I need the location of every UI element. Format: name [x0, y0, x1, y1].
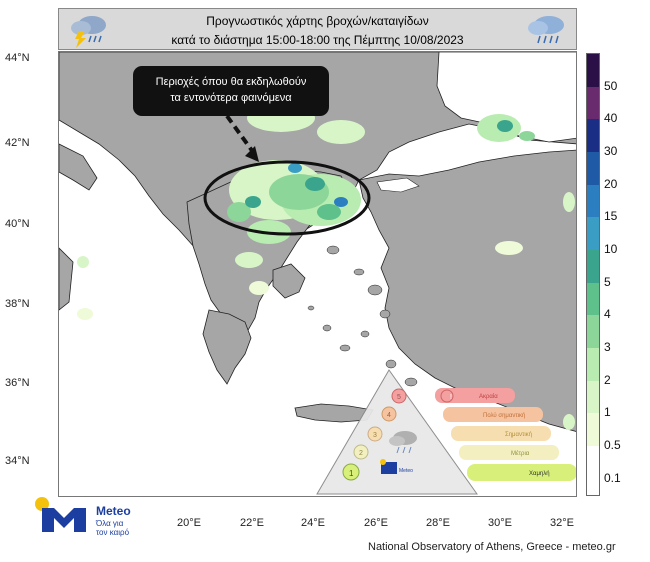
colorbar-segment — [587, 282, 599, 316]
severity-legend — [316, 369, 576, 495]
legend-level-3-bar — [451, 426, 551, 441]
legend-level-4-bar — [443, 407, 543, 422]
highlight-ellipse — [203, 160, 371, 236]
lon-label-32: 32°E — [550, 517, 574, 529]
legend-level-5-bar — [435, 388, 515, 403]
callout-line-2: τα εντονότερα φαινόμενα — [170, 92, 292, 104]
legend-level-2-bar — [459, 445, 559, 460]
legend-level-2-label: Μέτρια — [511, 450, 530, 457]
colorbar-label: 20 — [604, 176, 618, 191]
lon-label-22: 22°E — [240, 517, 264, 529]
logo-tagline: Όλα για τον καιρό — [96, 519, 129, 537]
map-title-line-2: κατά το διάστημα 15:00-18:00 της Πέμπτης… — [171, 33, 464, 47]
colorbar-label: 40 — [604, 111, 618, 126]
colorbar-segment — [587, 217, 599, 250]
aegean-islands — [307, 245, 418, 387]
map-canvas: Ακραία Πολύ σημαντική Σημαντική Μέτρια Χ… — [59, 52, 576, 496]
precipitation-cells — [77, 104, 575, 430]
lat-label-36: 36°N — [5, 377, 30, 389]
colorbar-segment — [587, 348, 599, 381]
colorbar-label: 3 — [604, 340, 611, 354]
land-evia — [272, 263, 306, 299]
colorbar-segment — [587, 446, 599, 495]
meteo-logo — [35, 497, 86, 532]
colorbar-label: 50 — [604, 78, 618, 93]
map-title-box: Προγνωστικός χάρτης βροχών/καταιγίδων κα… — [58, 8, 577, 50]
legend-level-3-label: Σημαντική — [505, 431, 532, 438]
lat-label-34: 34°N — [5, 455, 30, 467]
lon-label-24: 24°E — [301, 517, 325, 529]
colorbar-label: 4 — [604, 307, 611, 322]
lat-label-40: 40°N — [5, 218, 30, 230]
legend-level-5-number: ! — [450, 394, 452, 401]
lon-label-30: 30°E — [488, 517, 512, 529]
legend-level-5-label: Ακραία — [479, 394, 498, 400]
colorbar-segment — [587, 119, 599, 152]
colorbar-segment — [587, 315, 599, 348]
callout-line-1: Περιοχές όπου θα εκδηλωθούν — [155, 76, 307, 88]
lon-label-26: 26°E — [364, 517, 388, 529]
lat-label-44: 44°N — [5, 52, 30, 64]
logo-tagline-line-2: τον καιρό — [96, 528, 130, 537]
colorbar-label: 0.1 — [604, 470, 621, 485]
rain-cloud-icon — [528, 16, 564, 44]
legend-level-4-number: 4 — [387, 412, 391, 419]
storm-cloud-icon — [71, 16, 106, 48]
precip-colorbar — [586, 53, 600, 496]
land-peloponnese — [202, 309, 252, 385]
logo-name: Meteo — [96, 504, 131, 518]
legend-text: Ακραία Πολύ σημαντική Σημαντική Μέτρια Χ… — [349, 394, 550, 478]
lon-label-20: 20°E — [177, 517, 201, 529]
colorbar-label: 2 — [604, 372, 611, 387]
legend-level-4-label: Πολύ σημαντική — [483, 412, 525, 419]
sea-marmara — [376, 177, 420, 193]
colorbar-label: 15 — [604, 209, 618, 224]
legend-meteo-logo — [381, 462, 397, 474]
lon-label-28: 28°E — [426, 517, 450, 529]
credit-text: National Observatory of Athens, Greece -… — [368, 541, 616, 553]
lat-label-42: 42°N — [5, 137, 30, 149]
legend-level-1-label: Χαμηλή — [529, 470, 550, 477]
lat-label-38: 38°N — [5, 298, 30, 310]
colorbar-segment — [587, 250, 599, 283]
legend-level-5-number-b: 5 — [397, 394, 401, 401]
legend-level-2-number: 2 — [359, 450, 363, 457]
colorbar-segment — [587, 152, 599, 185]
legend-level-1-bar — [467, 464, 576, 481]
land-italy — [59, 143, 98, 191]
legend-level-3-number: 3 — [373, 432, 377, 439]
colorbar-label: 30 — [604, 144, 618, 158]
colorbar-label: 10 — [604, 242, 618, 256]
colorbar-segment — [587, 54, 599, 87]
land-italy-south — [59, 247, 74, 311]
legend-level-1-number: 1 — [349, 469, 354, 478]
colorbar-segment — [587, 86, 599, 120]
colorbar-segment — [587, 184, 599, 218]
colorbar-label: 0.5 — [604, 438, 621, 452]
colorbar-label: 1 — [604, 405, 611, 420]
precipitation-map: Ακραία Πολύ σημαντική Σημαντική Μέτρια Χ… — [58, 51, 577, 497]
colorbar-label: 5 — [604, 274, 611, 289]
colorbar-segment — [587, 413, 599, 446]
map-title-line-1: Προγνωστικός χάρτης βροχών/καταιγίδων — [206, 14, 429, 28]
logo-tagline-line-1: Όλα για — [96, 519, 124, 528]
legend-brand: Meteo — [399, 468, 413, 474]
callout-box: Περιοχές όπου θα εκδηλωθούν τα εντονότερ… — [133, 66, 329, 116]
colorbar-segment — [587, 380, 599, 414]
callout-arrow — [225, 114, 255, 154]
